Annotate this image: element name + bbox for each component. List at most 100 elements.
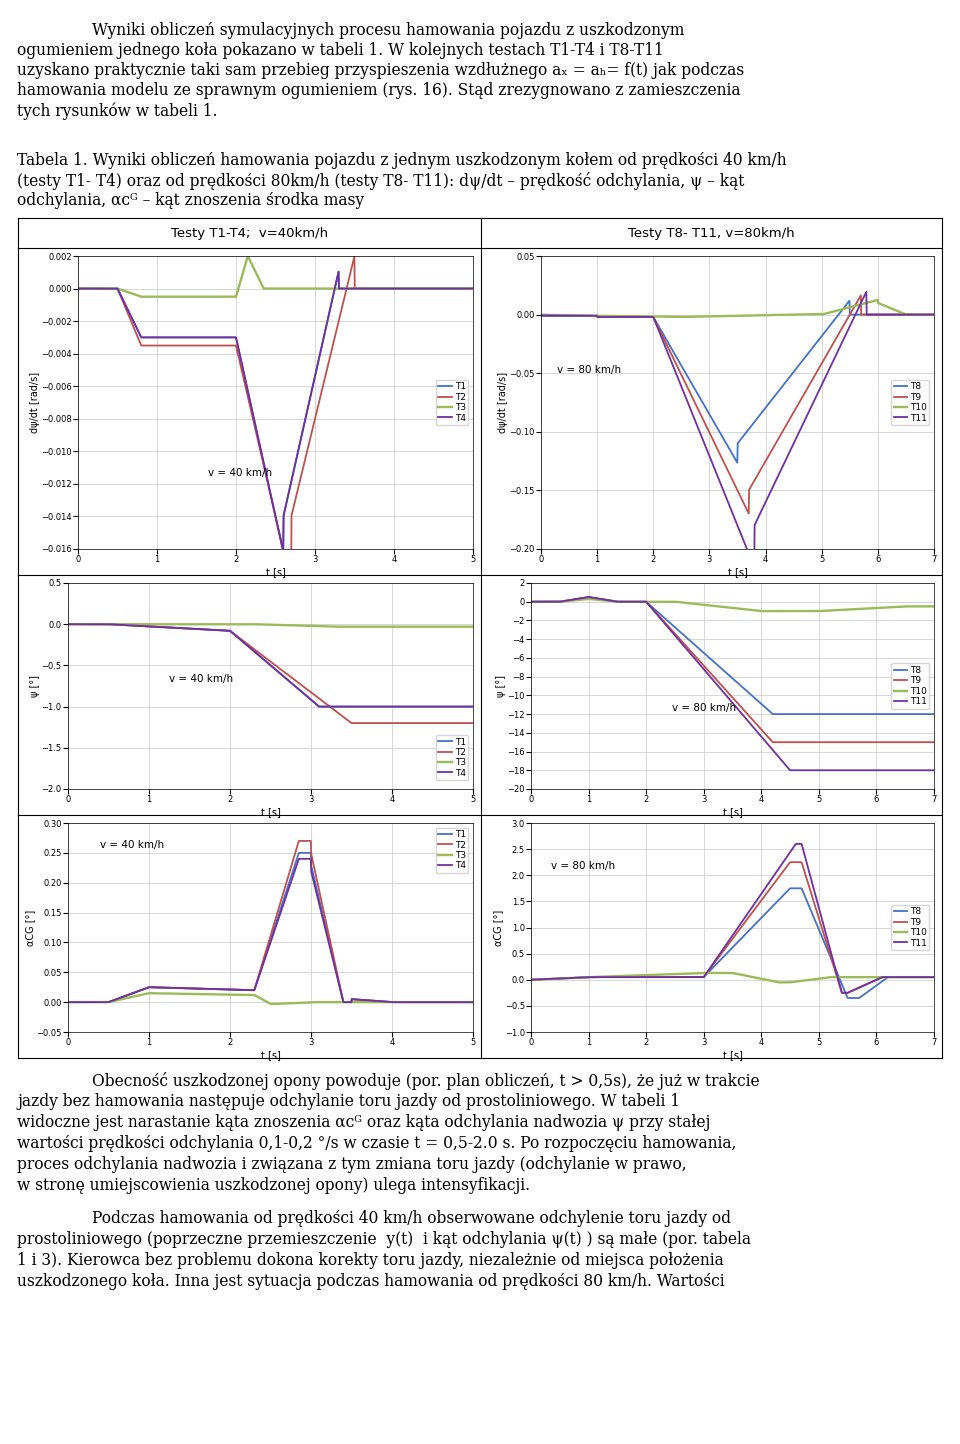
T4 [386, 993, 397, 1011]
Text: proces odchylania nadwozia i związana z tym zmiana toru jazdy (odchylanie w praw: proces odchylania nadwozia i związana z … [17, 1157, 687, 1173]
T4 [341, 993, 352, 1011]
Line: T4: T4 [68, 624, 473, 706]
Y-axis label: ψ [°]: ψ [°] [495, 674, 506, 697]
T10 [583, 591, 594, 608]
T1 [468, 697, 479, 715]
Text: uzyskano praktycznie taki sam przebieg przyspieszenia wzdłużnego aₓ = aₕ= f(t) j: uzyskano praktycznie taki sam przebieg p… [17, 62, 744, 79]
T3 [226, 615, 237, 632]
Text: jazdy bez hamowania następuje odchylanie toru jazdy od prostoliniowego. W tabeli: jazdy bez hamowania następuje odchylanie… [17, 1093, 681, 1110]
Text: v = 80 km/h: v = 80 km/h [557, 365, 621, 375]
T2 [386, 993, 397, 1011]
T8 [583, 588, 594, 605]
Text: widoczne jest narastanie kąta znoszenia αᴄᴳ oraz kąta odchylania nadwozia ψ przy: widoczne jest narastanie kąta znoszenia … [17, 1113, 710, 1131]
T8 [928, 306, 940, 323]
Text: v = 40 km/h: v = 40 km/h [101, 840, 164, 851]
T2 [232, 344, 244, 361]
T2 [62, 993, 74, 1011]
T9 [848, 982, 859, 999]
T8 [840, 706, 852, 723]
Line: T1: T1 [68, 853, 473, 1002]
Line: T2: T2 [68, 624, 473, 723]
Line: T1: T1 [68, 624, 473, 706]
Line: T9: T9 [531, 596, 934, 742]
T8 [842, 989, 853, 1006]
T9 [840, 734, 852, 751]
T9 [850, 297, 861, 315]
T9 [566, 969, 578, 986]
T10 [525, 593, 537, 611]
T8 [566, 969, 578, 986]
T11 [525, 593, 537, 611]
T3 [62, 993, 74, 1011]
T1 [104, 615, 115, 632]
T10 [803, 602, 814, 619]
T4 [381, 280, 393, 297]
Line: T9: T9 [541, 296, 934, 514]
T4 [277, 543, 289, 560]
T3 [232, 280, 244, 297]
T9 [703, 663, 714, 680]
T8 [844, 292, 855, 309]
T10 [536, 308, 547, 325]
T11 [840, 985, 852, 1002]
T4 [314, 697, 325, 715]
Text: Wyniki obliczeń symulacyjnych procesu hamowania pojazdu z uszkodzonym: Wyniki obliczeń symulacyjnych procesu ha… [53, 22, 684, 39]
T11 [928, 306, 940, 323]
T10 [773, 973, 784, 991]
T11 [566, 591, 578, 608]
T11 [566, 969, 578, 986]
Text: hamowania modelu ze sprawnym ogumieniem (rys. 16). Stąd zrezygnowano z zamieszcz: hamowania modelu ze sprawnym ogumieniem … [17, 82, 741, 100]
T8 [525, 970, 537, 988]
Text: uszkodzonego koła. Inna jest sytuacja podczas hamowania od prędkości 80 km/h. Wa: uszkodzonego koła. Inna jest sytuacja po… [17, 1274, 725, 1289]
T2 [468, 993, 479, 1011]
T4 [333, 263, 345, 280]
T3 [345, 280, 356, 297]
T8 [566, 591, 578, 608]
T2 [72, 280, 84, 297]
T2 [348, 248, 360, 266]
T8 [708, 414, 720, 432]
T1 [241, 982, 252, 999]
Legend: T8, T9, T10, T11: T8, T9, T10, T11 [891, 380, 929, 425]
T8 [848, 989, 859, 1006]
T8 [525, 593, 537, 611]
T11 [860, 283, 872, 300]
T3 [341, 993, 352, 1011]
Y-axis label: dψ/dt [rad/s]: dψ/dt [rad/s] [30, 373, 39, 433]
T2 [226, 624, 237, 641]
T3 [468, 280, 479, 297]
T11 [836, 985, 848, 1002]
T2 [388, 280, 399, 297]
T8 [805, 341, 817, 358]
T4 [62, 615, 74, 632]
Line: T8: T8 [531, 596, 934, 715]
X-axis label: t [s]: t [s] [266, 567, 285, 578]
T2 [226, 980, 237, 998]
Line: T11: T11 [531, 843, 934, 993]
T8 [784, 879, 796, 897]
T11 [840, 761, 852, 778]
T2 [381, 280, 393, 297]
T9 [803, 875, 814, 892]
T9 [855, 287, 867, 305]
T8 [694, 390, 706, 407]
T9 [708, 433, 720, 451]
T2 [112, 282, 124, 299]
T8 [848, 706, 859, 723]
T1 [345, 280, 356, 297]
T2 [246, 406, 257, 423]
Text: v = 40 km/h: v = 40 km/h [208, 468, 273, 478]
T8 [703, 648, 714, 666]
T4 [72, 280, 84, 297]
T11 [842, 322, 853, 339]
X-axis label: t [s]: t [s] [723, 1050, 742, 1060]
T10 [840, 969, 852, 986]
T11 [803, 761, 814, 778]
T3 [104, 993, 115, 1011]
T2 [386, 715, 397, 732]
T9 [928, 734, 940, 751]
Legend: T8, T9, T10, T11: T8, T9, T10, T11 [891, 905, 929, 950]
T11 [525, 970, 537, 988]
T9 [688, 969, 700, 986]
Line: T4: T4 [78, 271, 473, 552]
